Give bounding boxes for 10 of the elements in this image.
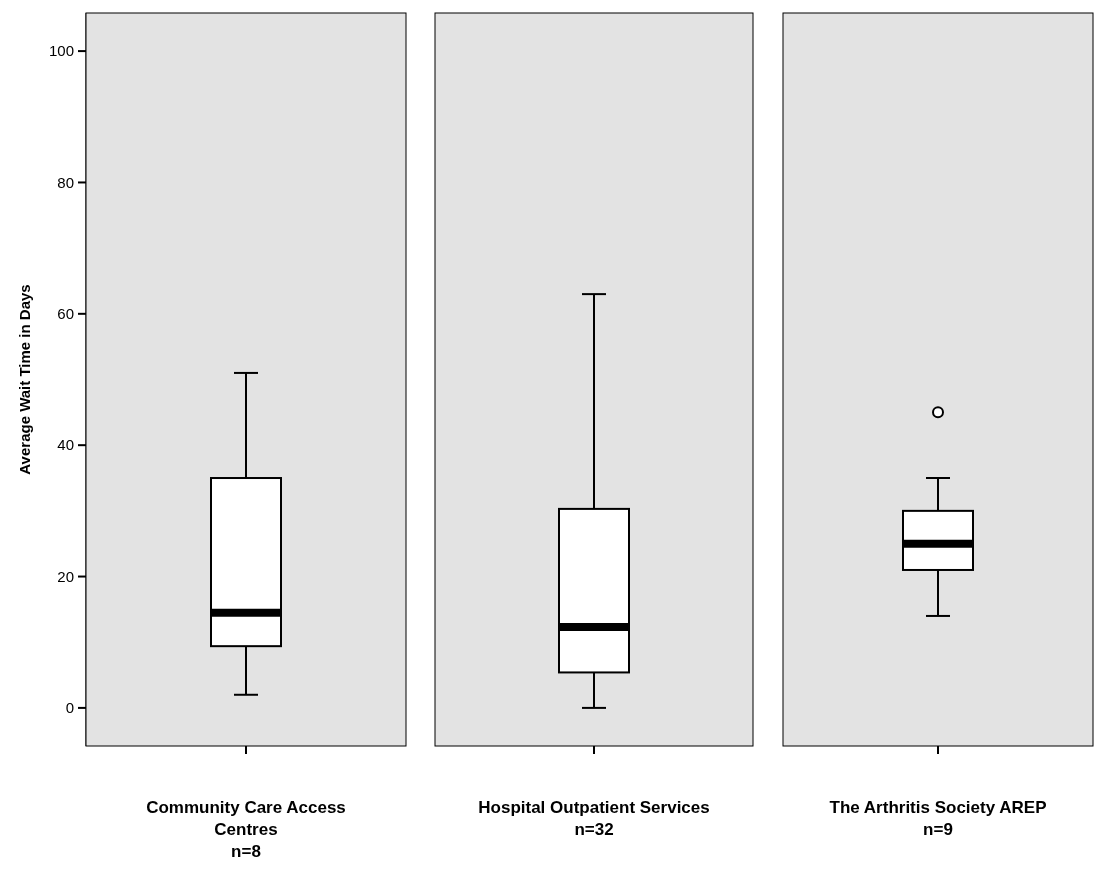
y-tick-label: 0 <box>65 699 74 717</box>
x-tick-label: The Arthritis Society AREP n=9 <box>829 798 1047 839</box>
y-tick-label: 60 <box>57 305 74 323</box>
y-tick-label: 40 <box>57 436 74 454</box>
x-tick-label: Hospital Outpatient Services n=32 <box>478 798 710 839</box>
y-tick-label: 100 <box>48 42 74 60</box>
y-tick-label: 20 <box>57 567 74 585</box>
x-tick-label: Community Care Access Centres n=8 <box>146 798 346 861</box>
y-axis-title: Average Wait Time in Days <box>16 284 33 475</box>
y-tick-label: 80 <box>57 173 74 191</box>
